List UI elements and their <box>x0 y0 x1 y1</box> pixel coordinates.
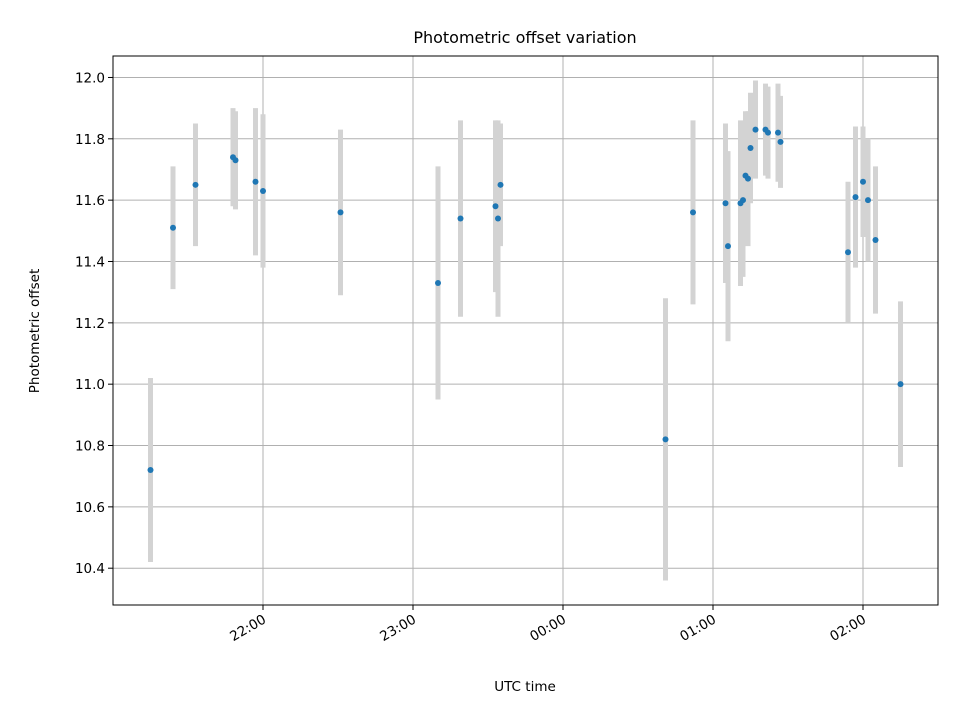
data-point <box>725 243 731 250</box>
data-point <box>752 126 759 133</box>
data-point <box>845 249 851 256</box>
data-point <box>662 436 669 443</box>
data-point <box>745 175 751 182</box>
x-tick-label: 22:00 <box>227 612 269 645</box>
y-tick-label: 11.4 <box>75 254 105 270</box>
data-point <box>495 215 501 222</box>
grid <box>113 56 938 605</box>
data-point <box>170 224 176 231</box>
chart-title: Photometric offset variation <box>413 28 636 47</box>
data-point <box>775 129 781 136</box>
data-point <box>457 215 464 222</box>
data-point <box>690 209 696 216</box>
x-tick-label: 01:00 <box>677 612 719 645</box>
data-point <box>260 187 266 194</box>
data-point <box>492 203 499 210</box>
data-point <box>852 194 859 201</box>
data-point <box>192 181 199 188</box>
y-tick-label: 11.6 <box>75 193 105 209</box>
data-point <box>435 279 441 286</box>
data-point <box>765 129 771 136</box>
data-point <box>872 237 879 244</box>
data-point <box>337 209 344 216</box>
data-markers <box>147 126 904 474</box>
x-axis-label: UTC time <box>494 679 556 695</box>
data-point <box>897 381 904 388</box>
y-tick-label: 10.4 <box>75 561 105 577</box>
y-tick-label: 10.6 <box>75 500 105 516</box>
data-point <box>747 145 754 152</box>
data-point <box>740 197 746 204</box>
data-point <box>497 181 504 188</box>
plot-frame <box>112 55 939 606</box>
x-tick-label: 23:00 <box>377 612 419 645</box>
y-tick-label: 12.0 <box>75 70 105 86</box>
y-tick-label: 11.0 <box>75 377 105 393</box>
data-point <box>232 157 239 164</box>
data-point <box>865 197 871 204</box>
x-tick-label: 02:00 <box>827 612 869 645</box>
y-tick-label: 10.8 <box>75 439 105 455</box>
data-point <box>777 138 784 145</box>
y-tick-label: 11.2 <box>75 316 105 332</box>
data-point <box>252 178 259 185</box>
plot-background <box>113 56 938 605</box>
data-point <box>147 467 154 474</box>
y-axis-label: Photometric offset <box>27 269 43 393</box>
data-point <box>722 200 729 207</box>
x-axis-ticks: 22:00 23:00 00:00 01:00 02:00 <box>227 605 869 645</box>
y-axis-ticks: 10.4 10.6 10.8 11.0 11.2 11.4 11.6 11.8 12.0 <box>75 70 113 577</box>
x-tick-label: 00:00 <box>527 612 569 645</box>
data-point <box>860 178 866 185</box>
y-tick-label: 11.8 <box>75 132 105 148</box>
